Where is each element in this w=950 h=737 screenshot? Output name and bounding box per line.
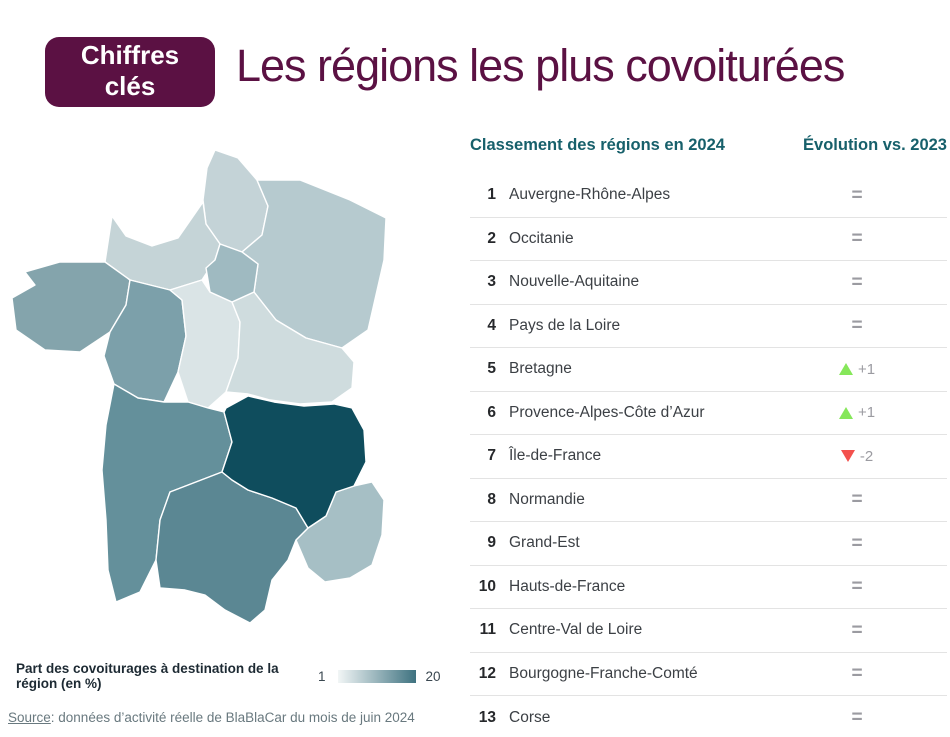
source-text: : données d’activité réelle de BlaBlaCar… xyxy=(50,710,415,725)
equal-sign-icon: = xyxy=(851,619,863,641)
table-row: 9 Grand-Est = xyxy=(470,522,947,566)
table-row: 11 Centre-Val de Loire = xyxy=(470,609,947,653)
badge-line2: clés xyxy=(104,71,156,101)
evolution-equal: = xyxy=(787,490,927,509)
region-name: Bourgogne-Franche-Comté xyxy=(509,664,698,682)
table-row: 8 Normandie = xyxy=(470,479,947,522)
legend-label: Part des covoiturages à destination de l… xyxy=(16,661,279,691)
table-row: 6 Provence-Alpes-Côte d’Azur +1 xyxy=(470,392,947,435)
evolution-equal: = xyxy=(787,534,927,553)
ranking-table-header: Classement des régions en 2024 Évolution… xyxy=(470,136,947,170)
badge-line1: Chiffres xyxy=(80,40,180,70)
rank-number: 8 xyxy=(487,490,496,508)
rank-number: 7 xyxy=(487,447,496,465)
rank-number: 11 xyxy=(479,621,496,639)
up-triangle-icon xyxy=(838,406,853,419)
table-row: 13 Corse = xyxy=(470,696,947,737)
rank-number: 13 xyxy=(478,708,496,726)
equal-sign-icon: = xyxy=(851,184,863,206)
region-name: Auvergne-Rhône-Alpes xyxy=(509,186,671,204)
rank-number: 3 xyxy=(487,273,496,291)
equal-sign-icon: = xyxy=(851,315,863,337)
table-row: 2 Occitanie = xyxy=(470,218,947,261)
map-legend: Part des covoiturages à destination de l… xyxy=(16,661,441,691)
ranking-rows: 1 Auvergne-Rhône-Alpes = 2 Occitanie = 3 Nouvel… xyxy=(470,174,947,737)
chiffres-cles-badge: Chiffres clés xyxy=(45,37,215,107)
table-row: 7 Île-de-France -2 xyxy=(470,435,947,479)
france-map-svg xyxy=(11,149,387,624)
equal-sign-icon: = xyxy=(851,576,863,598)
source-label: Source xyxy=(8,710,51,725)
region-name: Grand-Est xyxy=(509,534,580,552)
rank-number: 5 xyxy=(487,360,496,378)
legend-max-value: 20 xyxy=(425,668,441,684)
evolution-equal: = xyxy=(787,186,927,205)
legend-gradient-bar xyxy=(337,669,416,683)
region-name: Hauts-de-France xyxy=(509,577,626,595)
evolution-equal: = xyxy=(787,273,927,292)
rank-number: 2 xyxy=(487,229,496,247)
region-name: Nouvelle-Aquitaine xyxy=(509,273,640,291)
region-name: Provence-Alpes-Côte d’Azur xyxy=(509,403,705,421)
region-name: Île-de-France xyxy=(509,447,602,465)
evolution-delta: -2 xyxy=(859,447,874,465)
table-row: 10 Hauts-de-France = xyxy=(470,566,947,609)
rank-number: 1 xyxy=(487,186,496,204)
evolution-delta: +1 xyxy=(857,360,876,378)
legend-min-value: 1 xyxy=(318,668,326,684)
down-triangle-icon xyxy=(840,450,855,463)
region-name: Pays de la Loire xyxy=(509,316,621,334)
map-region-auvergne-rhone-alpes xyxy=(221,395,367,529)
evolution-delta: +1 xyxy=(857,404,876,422)
table-row: 1 Auvergne-Rhône-Alpes = xyxy=(470,174,947,218)
page-title: Les régions les plus covoiturées xyxy=(236,40,845,91)
equal-sign-icon: = xyxy=(851,663,863,685)
region-name: Bretagne xyxy=(509,360,572,378)
equal-sign-icon: = xyxy=(851,707,863,729)
rank-number: 6 xyxy=(487,403,496,421)
equal-sign-icon: = xyxy=(851,532,863,554)
up-triangle-icon xyxy=(838,363,853,376)
table-row: 5 Bretagne +1 xyxy=(470,348,947,392)
evolution-equal: = xyxy=(787,316,927,335)
evolution-equal: = xyxy=(787,664,927,683)
rank-number: 4 xyxy=(487,316,496,334)
ranking-table: Classement des régions en 2024 Évolution… xyxy=(470,136,947,737)
ranking-column-header: Classement des régions en 2024 xyxy=(470,136,725,154)
rank-number: 9 xyxy=(487,534,496,552)
source-note: Source: données d’activité réelle de Bla… xyxy=(8,710,415,725)
france-choropleth-map xyxy=(10,140,410,640)
region-name: Occitanie xyxy=(509,229,574,247)
equal-sign-icon: = xyxy=(851,228,863,250)
region-name: Normandie xyxy=(509,490,585,508)
equal-sign-icon: = xyxy=(851,271,863,293)
evolution-down: -2 xyxy=(787,448,927,465)
rank-number: 10 xyxy=(478,577,496,595)
evolution-up: +1 xyxy=(787,404,927,421)
evolution-equal: = xyxy=(787,621,927,640)
map-region-bourgogne-franche-comte xyxy=(225,291,355,405)
evolution-equal: = xyxy=(787,708,927,727)
rank-number: 12 xyxy=(478,664,496,682)
table-row: 12 Bourgogne-Franche-Comté = xyxy=(470,653,947,696)
evolution-up: +1 xyxy=(787,361,927,378)
evolution-equal: = xyxy=(787,229,927,248)
table-row: 3 Nouvelle-Aquitaine = xyxy=(470,261,947,305)
region-name: Centre-Val de Loire xyxy=(509,621,643,639)
evolution-column-header: Évolution vs. 2023 xyxy=(803,136,947,154)
region-name: Corse xyxy=(509,708,551,726)
table-row: 4 Pays de la Loire = xyxy=(470,305,947,348)
map-region-ile-de-france xyxy=(205,243,259,303)
equal-sign-icon: = xyxy=(851,489,863,511)
evolution-equal: = xyxy=(787,577,927,596)
